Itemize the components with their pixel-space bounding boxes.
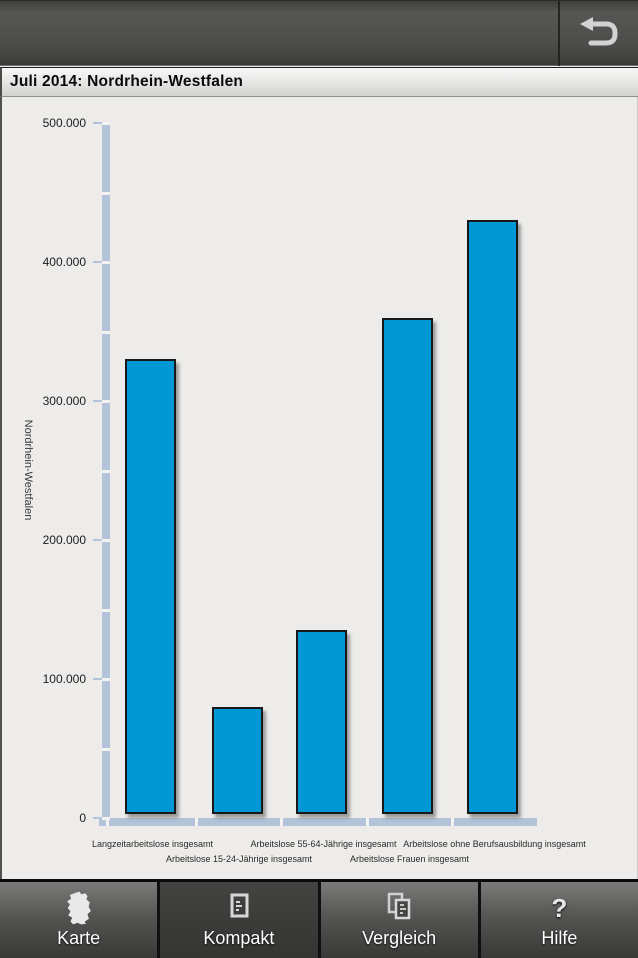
- x-axis-tick-notch: [280, 818, 283, 826]
- y-axis-tick: [93, 122, 102, 124]
- y-axis-tick-notch: [102, 678, 110, 681]
- bar: [125, 359, 176, 814]
- y-axis-tick-notch: [102, 122, 110, 125]
- bottom-nav-bar: Karte Kompakt Vergleich: [0, 879, 638, 958]
- y-axis-tick-notch: [102, 330, 110, 334]
- category-label: Arbeitslose Frauen insgesamt: [349, 854, 470, 864]
- bar: [467, 220, 518, 814]
- x-axis-tick-notch: [451, 818, 454, 826]
- x-axis-tick-notch: [106, 818, 109, 826]
- nav-tab-hilfe[interactable]: ? Hilfe: [477, 882, 638, 958]
- y-tick-label: 500.000: [42, 116, 86, 130]
- bar: [382, 318, 433, 814]
- nav-tab-label: Vergleich: [362, 928, 437, 948]
- y-tick-label: 200.000: [42, 533, 86, 547]
- y-axis-title: Nordrhein-Westfalen: [22, 419, 34, 521]
- y-axis-tick-notch: [102, 608, 110, 612]
- x-axis-line: [99, 818, 537, 826]
- y-axis-tick: [93, 678, 102, 680]
- y-axis-tick-notch: [102, 400, 110, 403]
- y-axis-tick: [93, 261, 102, 263]
- x-axis-tick-notch: [366, 818, 369, 826]
- y-axis-tick-notch: [102, 191, 110, 195]
- nav-tab-label: Kompakt: [203, 928, 275, 948]
- category-label: Arbeitslose 15-24-Jährige insgesamt: [165, 854, 313, 864]
- y-tick-label: 0: [79, 811, 86, 825]
- y-axis-tick-notch: [102, 747, 110, 751]
- nav-tab-kompakt[interactable]: Kompakt: [157, 882, 318, 958]
- nav-tab-karte[interactable]: Karte: [0, 882, 158, 958]
- y-axis-tick-notch: [102, 469, 110, 473]
- x-axis-tick-notch: [195, 818, 198, 826]
- compare-pages-icon: [382, 889, 416, 927]
- nav-tab-vergleich[interactable]: Vergleich: [317, 882, 478, 958]
- bar: [211, 707, 263, 814]
- top-header-bar: [0, 0, 638, 66]
- y-tick-label: 300.000: [42, 394, 86, 408]
- y-tick-label: 100.000: [42, 672, 86, 686]
- bar-chart: 0 100.000 200.000 300.000 400.000 500.000 Nord…: [0, 97, 638, 879]
- back-button[interactable]: [558, 1, 638, 66]
- undo-arrow-icon: [580, 16, 618, 45]
- y-tick-label: 400.000: [42, 255, 86, 269]
- page-title: Juli 2014: Nordrhein-Westfalen: [10, 73, 244, 90]
- y-axis-line: [102, 123, 110, 826]
- y-axis-tick: [93, 817, 102, 819]
- germany-map-icon: [64, 889, 94, 927]
- y-axis-tick-notch: [102, 261, 110, 264]
- nav-tab-label: Karte: [57, 928, 101, 948]
- category-label: Arbeitslose ohne Berufsausbildung insges…: [403, 839, 586, 849]
- question-mark-icon: ?: [551, 892, 568, 923]
- compact-page-icon: [223, 889, 255, 927]
- category-label: Arbeitslose 55-64-Jährige insgesamt: [250, 839, 397, 849]
- nav-tab-label: Hilfe: [541, 928, 578, 948]
- category-label: Langzeitarbeitslose insgesamt: [91, 839, 214, 849]
- y-axis-tick: [93, 400, 102, 402]
- bar: [296, 630, 347, 814]
- title-bar: Juli 2014: Nordrhein-Westfalen: [0, 67, 638, 97]
- y-axis-tick: [93, 539, 102, 541]
- y-axis-tick-notch: [102, 539, 110, 542]
